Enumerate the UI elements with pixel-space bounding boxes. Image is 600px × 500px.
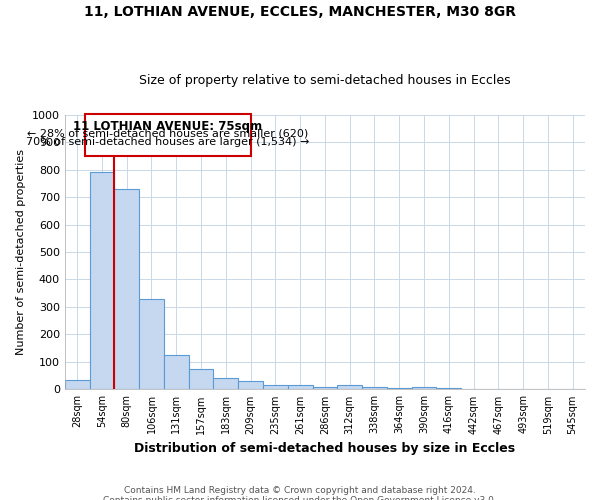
- Text: ← 28% of semi-detached houses are smaller (620): ← 28% of semi-detached houses are smalle…: [27, 129, 308, 139]
- Bar: [139, 298, 164, 390]
- Bar: [387, 388, 412, 390]
- Bar: [313, 386, 337, 390]
- Bar: [164, 355, 188, 390]
- Text: 11, LOTHIAN AVENUE, ECCLES, MANCHESTER, M30 8GR: 11, LOTHIAN AVENUE, ECCLES, MANCHESTER, …: [84, 5, 516, 19]
- Bar: [362, 386, 387, 390]
- Text: 11 LOTHIAN AVENUE: 75sqm: 11 LOTHIAN AVENUE: 75sqm: [73, 120, 262, 133]
- FancyBboxPatch shape: [85, 114, 251, 156]
- Bar: [337, 386, 362, 390]
- Bar: [214, 378, 238, 390]
- Bar: [89, 172, 115, 390]
- Bar: [412, 386, 436, 390]
- Bar: [65, 380, 89, 390]
- Text: Contains HM Land Registry data © Crown copyright and database right 2024.: Contains HM Land Registry data © Crown c…: [124, 486, 476, 495]
- X-axis label: Distribution of semi-detached houses by size in Eccles: Distribution of semi-detached houses by …: [134, 442, 515, 455]
- Bar: [115, 189, 139, 390]
- Bar: [238, 381, 263, 390]
- Bar: [288, 386, 313, 390]
- Bar: [263, 386, 288, 390]
- Bar: [188, 369, 214, 390]
- Bar: [436, 388, 461, 390]
- Text: 70% of semi-detached houses are larger (1,534) →: 70% of semi-detached houses are larger (…: [26, 137, 309, 147]
- Y-axis label: Number of semi-detached properties: Number of semi-detached properties: [16, 149, 26, 355]
- Title: Size of property relative to semi-detached houses in Eccles: Size of property relative to semi-detach…: [139, 74, 511, 87]
- Text: Contains public sector information licensed under the Open Government Licence v3: Contains public sector information licen…: [103, 496, 497, 500]
